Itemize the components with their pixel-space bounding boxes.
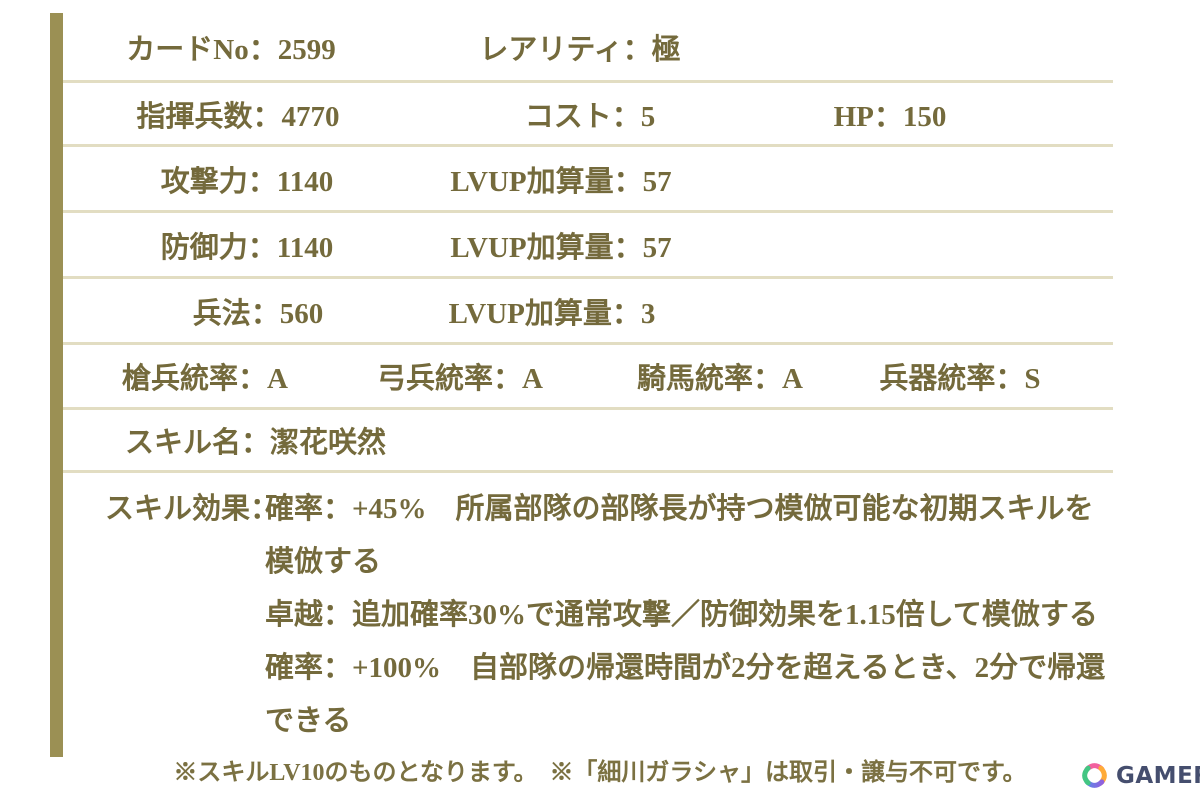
stat-spear-leadership: 槍兵統率：A — [122, 363, 288, 395]
skill-effect-label: スキル効果： — [105, 493, 280, 525]
skill-name: スキル名：潔花咲然 — [125, 427, 387, 459]
stat-attack-lvup: LVUP加算量：57 — [450, 165, 672, 198]
stat-attack: 攻撃力：1140 — [160, 165, 334, 198]
table-row-leadership: 槍兵統率：A 弓兵統率：A 騎馬統率：A 兵器統率：S — [63, 345, 1113, 410]
table-row-attack: 攻撃力：1140 LVUP加算量：57 — [63, 147, 1113, 213]
stat-troop-count: 指揮兵数：4770 — [136, 100, 340, 133]
table-row-troops: 指揮兵数：4770 コスト：5 HP：150 — [63, 83, 1113, 147]
logo-petal-left — [1082, 765, 1091, 786]
table-row-strategy: 兵法：560 LVUP加算量：3 — [63, 279, 1113, 345]
table-row-skill-name: スキル名：潔花咲然 — [63, 410, 1113, 473]
stat-cost: コスト：5 — [524, 100, 656, 133]
stat-weapon-leadership: 兵器統率：S — [879, 363, 1041, 395]
skill-effect-line: 確率：+45% 所属部隊の部隊長が持つ模倣可能な初期スキルを — [265, 493, 1094, 525]
stat-card-no: カードNo：2599 — [126, 33, 336, 66]
stat-defense-lvup: LVUP加算量：57 — [450, 231, 672, 264]
left-accent-bar — [50, 13, 63, 757]
gamer-logo: GAMER — [1078, 759, 1200, 792]
gamer-logo-icon — [1082, 763, 1107, 788]
gamer-logo-text: GAMER — [1116, 762, 1200, 789]
skill-effect-line: できる — [265, 705, 352, 737]
stat-strategy-lvup: LVUP加算量：3 — [448, 297, 656, 330]
table-row-defense: 防御力：1140 LVUP加算量：57 — [63, 213, 1113, 279]
footer-note: ※スキルLV10のものとなります。 ※「細川ガラシャ」は取引・譲与不可です。 — [173, 760, 1027, 786]
stat-cavalry-leadership: 騎馬統率：A — [637, 363, 803, 395]
skill-effect-line: 確率：+100% 自部隊の帰還時間が2分を超えるとき、2分で帰還 — [265, 652, 1106, 684]
stat-rarity: レアリティ：極 — [479, 33, 681, 66]
table-row-card-no: カードNo：2599 レアリティ：極 — [63, 13, 1113, 83]
card-stats-table: カードNo：2599 レアリティ：極 指揮兵数：4770 コスト：5 HP：15… — [63, 13, 1113, 745]
skill-effect-line: 模倣する — [265, 546, 382, 578]
stat-hp: HP：150 — [833, 100, 947, 133]
skill-effect-text: 確率：+45% 所属部隊の部隊長が持つ模倣可能な初期スキルを 模倣する 卓越：追… — [265, 483, 1113, 748]
table-row-skill-effect: スキル効果： 確率：+45% 所属部隊の部隊長が持つ模倣可能な初期スキルを 模倣… — [63, 473, 1113, 745]
stat-strategy: 兵法：560 — [192, 297, 324, 330]
stat-defense: 防御力：1140 — [160, 231, 334, 264]
stat-bow-leadership: 弓兵統率：A — [377, 363, 543, 395]
skill-effect-line: 卓越：追加確率30%で通常攻撃／防御効果を1.15倍して模倣する — [265, 599, 1098, 631]
